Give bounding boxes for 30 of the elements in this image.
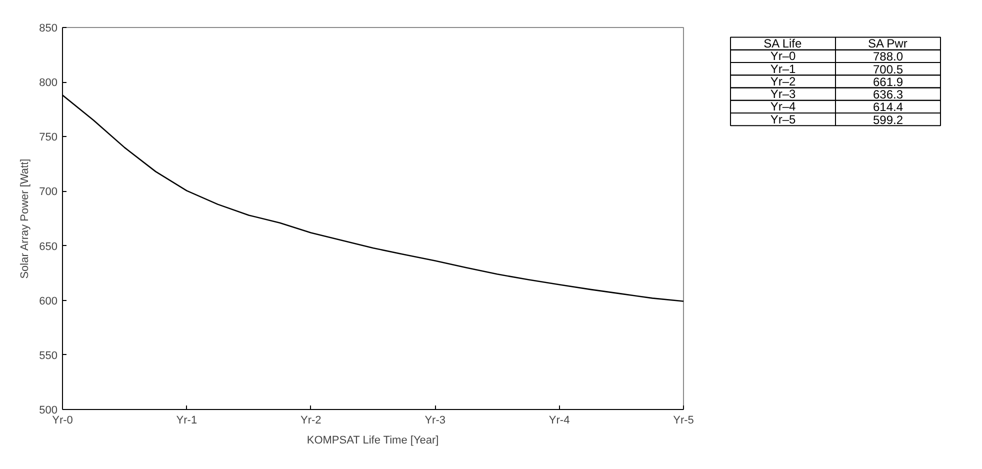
text: 700.5 <box>872 62 904 76</box>
y-tick-label: 550 <box>39 350 58 362</box>
text: 636.3 <box>872 88 904 102</box>
x-tick-label: Yr-2 <box>300 414 322 426</box>
text: Yr–2 <box>770 74 796 88</box>
y-tick-label: 600 <box>39 295 58 308</box>
y-tick-label: 700 <box>39 186 58 198</box>
text: 599.2 <box>872 112 904 127</box>
text: SA Life <box>764 36 802 51</box>
x-tick-label: Yr-4 <box>548 414 570 426</box>
text: Yr–5 <box>770 112 796 126</box>
x-axis-title: KOMPSAT Life Time [Year] <box>306 434 439 446</box>
text: Yr–3 <box>770 87 796 102</box>
x-tick-label: Yr-5 <box>673 414 694 426</box>
text: Yr–0 <box>770 49 796 64</box>
text: Yr–1 <box>770 62 796 76</box>
y-tick-label: 650 <box>39 240 58 253</box>
y-tick-label: 850 <box>39 22 58 34</box>
x-tick-label: Yr-3 <box>424 414 446 426</box>
x-tick-label: Yr-0 <box>52 414 73 426</box>
text: SA Pwr <box>868 36 908 51</box>
text: 661.9 <box>872 74 904 89</box>
y-tick-label: 500 <box>39 404 58 416</box>
text: 788.0 <box>872 50 904 64</box>
text: Yr–4 <box>770 100 796 114</box>
y-tick-label: 800 <box>39 77 58 90</box>
text: 614.4 <box>872 100 904 114</box>
x-tick-label: Yr-1 <box>176 414 198 426</box>
y-axis-title: Solar Array Power [Watt] <box>19 158 32 279</box>
y-tick-label: 750 <box>39 132 58 144</box>
